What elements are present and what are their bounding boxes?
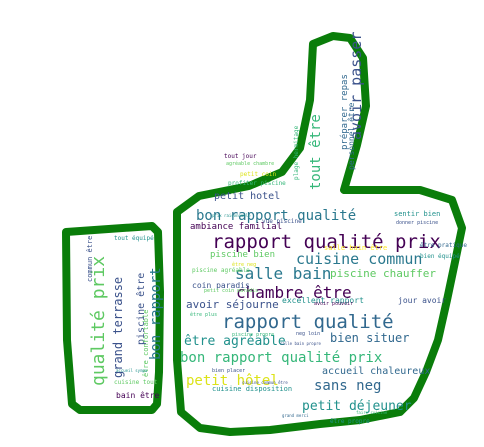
cloud-word: accueil sympa [116, 368, 148, 373]
cloud-word: sentir bien [394, 210, 440, 218]
cloud-word: bon rapport qualité [196, 208, 356, 224]
cloud-word: qualité prix [88, 256, 109, 386]
cloud-word: bon rapport qualité prix [180, 350, 382, 366]
cloud-word: personnel être [346, 102, 356, 170]
cloud-word: rapport qualité [222, 311, 394, 333]
cloud-word: cuisine disposition [212, 385, 292, 393]
cloud-word: être confortable [142, 310, 150, 377]
cloud-word: grand terrasse [111, 277, 125, 378]
cloud-word: faire cuisine [356, 410, 388, 415]
cloud-word: bon rapport [148, 267, 164, 360]
cloud-word: piscine chauffer [330, 267, 436, 280]
cloud-word: avoir séjourne [186, 298, 279, 311]
thumbs-up-cuff-outline [62, 222, 164, 414]
cloud-word: piscine être [135, 273, 147, 345]
cloud-word: petit coin [240, 171, 277, 178]
cloud-word: bien placer [212, 368, 245, 374]
thumbs-up-outline [173, 32, 466, 436]
cloud-word: commun être [86, 236, 94, 282]
cloud-word: petit hôtel [186, 373, 279, 389]
cloud-word: grand merci [282, 413, 309, 418]
cloud-word: petit hotel [214, 191, 280, 202]
cloud-word: salle bain être [324, 244, 387, 252]
cloud-word: bien équipé [420, 253, 460, 260]
cloud-word: sans neg [314, 378, 381, 394]
cloud-word: piscine propre [232, 332, 274, 338]
cloud-word: cuisine commun [296, 250, 422, 268]
cloud-word: tout être [308, 114, 324, 190]
cloud-word: préparer repas [339, 74, 350, 150]
cloud-word: excellent rapport [282, 296, 364, 305]
cloud-word: avoir passer [347, 32, 365, 140]
cloud-word: chambre être [236, 283, 352, 302]
cloud-word: cuisine commun être [242, 380, 288, 385]
word-list: rapport qualité prix rapport qualité bon r… [86, 32, 467, 425]
cloud-word: petit déjeuner [302, 399, 412, 414]
cloud-word: piscine bien [210, 250, 275, 260]
cloud-word: ambiance familial [190, 222, 282, 232]
cloud-word: plage hermitage [293, 125, 300, 180]
cloud-word: agréable chambre [226, 160, 274, 167]
cloud-word: salle bain [235, 264, 331, 283]
cloud-word: avoir pouvoir [314, 301, 353, 307]
cloud-word: accueil chaleureux [322, 366, 430, 377]
cloud-word: petit coin paradis [204, 288, 258, 294]
cloud-word: donner piscine [396, 220, 438, 226]
cloud-word: être propre [330, 418, 370, 425]
cloud-word: profiter piscine [228, 180, 286, 187]
cloud-word: vue piscine [262, 218, 302, 225]
cloud-word: tout équipé [114, 235, 154, 242]
cloud-word: salle bain propre [280, 341, 322, 346]
cloud-word: être agréable [184, 334, 286, 349]
cloud-word: piscine agréable [192, 267, 250, 274]
cloud-word: prix raisonnable [212, 213, 251, 218]
cloud-word: jour avoir [398, 296, 446, 305]
cloud-word: neg loin [296, 331, 320, 337]
cloud-word: bien situer [330, 331, 409, 345]
cloud-word: bain être [116, 390, 160, 400]
cloud-word: cuisine tout [114, 379, 158, 386]
cloud-word: rapport qualité prix [212, 231, 441, 253]
cloud-word: être neg [232, 261, 256, 268]
cloud-word: être pratique [420, 242, 467, 249]
cloud-word: être plus [190, 311, 217, 318]
cloud-word: coin paradis [192, 281, 250, 290]
cloud-word: tout jour [224, 153, 257, 160]
